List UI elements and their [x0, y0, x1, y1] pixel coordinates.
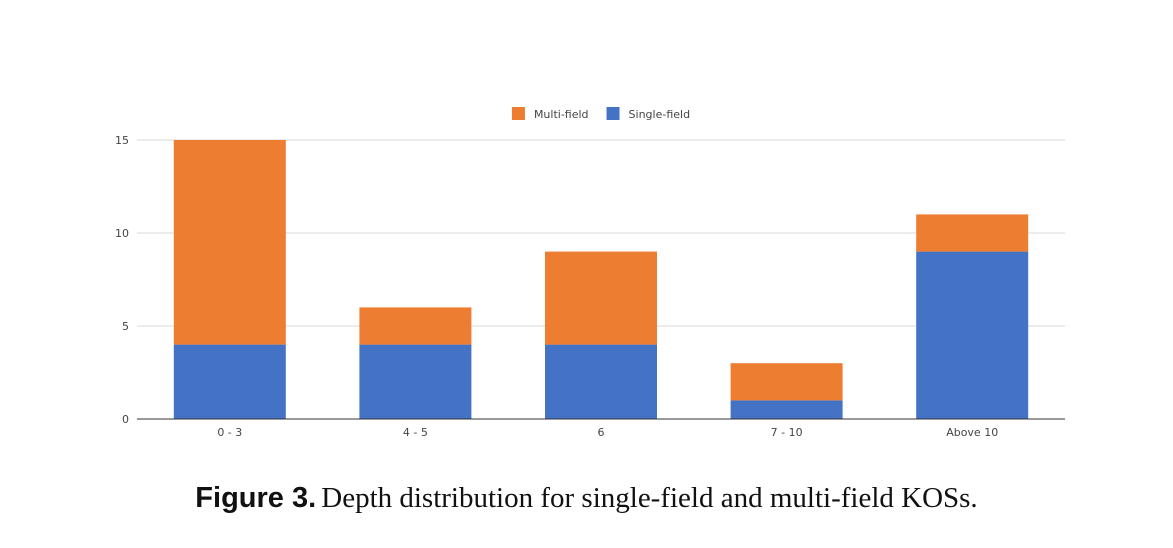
caption-label: Figure 3.: [195, 482, 317, 514]
legend-item-multi-field: Multi-field: [511, 107, 589, 121]
x-tick-label: 6: [598, 426, 605, 439]
bar-segment-single-field: [359, 344, 472, 419]
y-tick-label: 5: [122, 320, 129, 333]
legend-label: Single-field: [629, 108, 691, 121]
x-axis-ticks: 0 - 3 4 - 5 6 7 - 10 Above 10: [217, 426, 998, 439]
legend-swatch: [511, 107, 525, 120]
x-tick-label: 7 - 10: [771, 426, 803, 439]
y-tick-label: 0: [122, 413, 129, 426]
legend: Multi-field Single-field: [511, 107, 691, 121]
x-tick-label: 4 - 5: [403, 426, 428, 439]
legend-swatch: [606, 107, 620, 120]
x-tick-label: Above 10: [946, 426, 998, 439]
y-tick-label: 10: [115, 227, 129, 240]
bar-segment-single-field: [730, 400, 843, 419]
legend-label: Multi-field: [534, 108, 589, 121]
figure-caption: Figure 3. Depth distribution for single-…: [0, 482, 1173, 515]
bar-segment-multi-field: [730, 363, 843, 401]
caption-text: Depth distribution for single-field and …: [321, 482, 978, 514]
bar-segment-multi-field: [545, 251, 657, 345]
x-tick-label: 0 - 3: [217, 426, 242, 439]
stacked-bar-chart: 0 5 10 15 0 - 3 4 - 5 6 7 - 10 Above 10 Multi-f…: [115, 107, 1065, 439]
y-tick-label: 15: [115, 134, 129, 147]
bar-segment-multi-field: [173, 140, 286, 345]
bar-segment-multi-field: [359, 307, 472, 345]
bar-segment-single-field: [545, 344, 657, 419]
bar-segment-single-field: [916, 251, 1029, 419]
bars: [173, 140, 1029, 419]
y-axis-ticks: 0 5 10 15: [115, 134, 129, 426]
legend-item-single-field: Single-field: [606, 107, 691, 121]
bar-segment-multi-field: [916, 214, 1029, 252]
bar-segment-single-field: [173, 344, 286, 419]
